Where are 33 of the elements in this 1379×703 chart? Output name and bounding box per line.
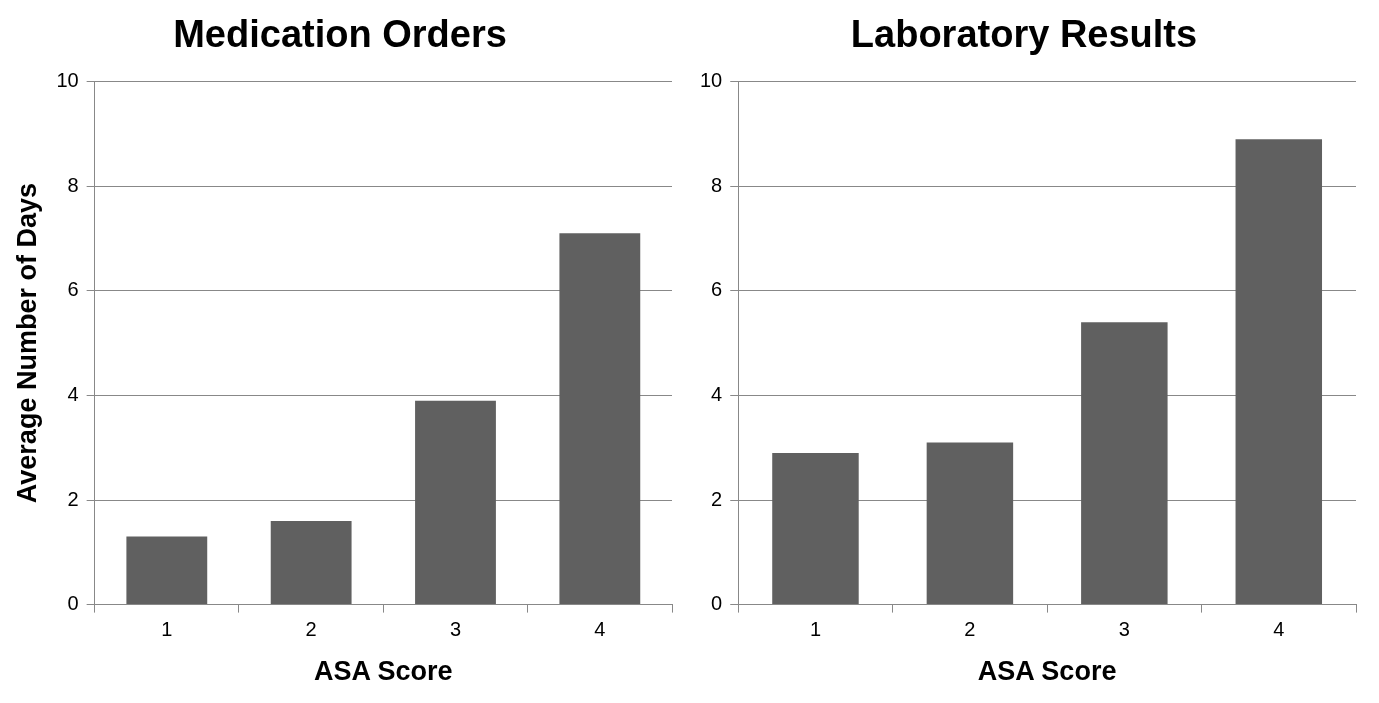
x-axis-title: ASA Score xyxy=(977,656,1117,687)
bar xyxy=(559,233,641,605)
chart-title: Medication Orders xyxy=(173,13,507,56)
x-tick-label: 1 xyxy=(809,618,822,641)
x-axis-title: ASA Score xyxy=(314,656,453,687)
bar xyxy=(772,452,859,605)
y-tick-label: 10 xyxy=(700,69,723,92)
bar xyxy=(1081,322,1168,605)
y-tick-label: 0 xyxy=(711,592,723,615)
y-tick-label: 0 xyxy=(67,592,79,615)
x-tick-label: 1 xyxy=(161,618,173,641)
y-tick-label: 6 xyxy=(67,278,79,301)
x-tick-label: 4 xyxy=(1273,618,1285,641)
y-tick-label: 2 xyxy=(67,487,79,510)
y-tick-label: 4 xyxy=(711,382,723,405)
y-tick-label: 8 xyxy=(711,173,723,196)
y-axis-title: Average Number of Days xyxy=(11,183,42,504)
x-tick-label: 3 xyxy=(1118,618,1130,641)
y-tick-label: 10 xyxy=(56,69,79,92)
x-tick-label: 2 xyxy=(305,618,317,641)
x-tick-label: 2 xyxy=(964,618,976,641)
y-tick-label: 4 xyxy=(67,382,79,405)
bar xyxy=(415,400,496,605)
chart-title: Laboratory Results xyxy=(850,13,1198,56)
y-tick-label: 6 xyxy=(711,278,723,301)
bar xyxy=(126,536,208,605)
bar xyxy=(270,520,352,605)
y-tick-label: 8 xyxy=(67,173,79,196)
x-tick-label: 3 xyxy=(449,618,462,641)
y-tick-label: 2 xyxy=(711,487,723,510)
bar xyxy=(1235,139,1323,605)
x-tick-label: 4 xyxy=(594,618,606,641)
bar xyxy=(926,442,1014,605)
